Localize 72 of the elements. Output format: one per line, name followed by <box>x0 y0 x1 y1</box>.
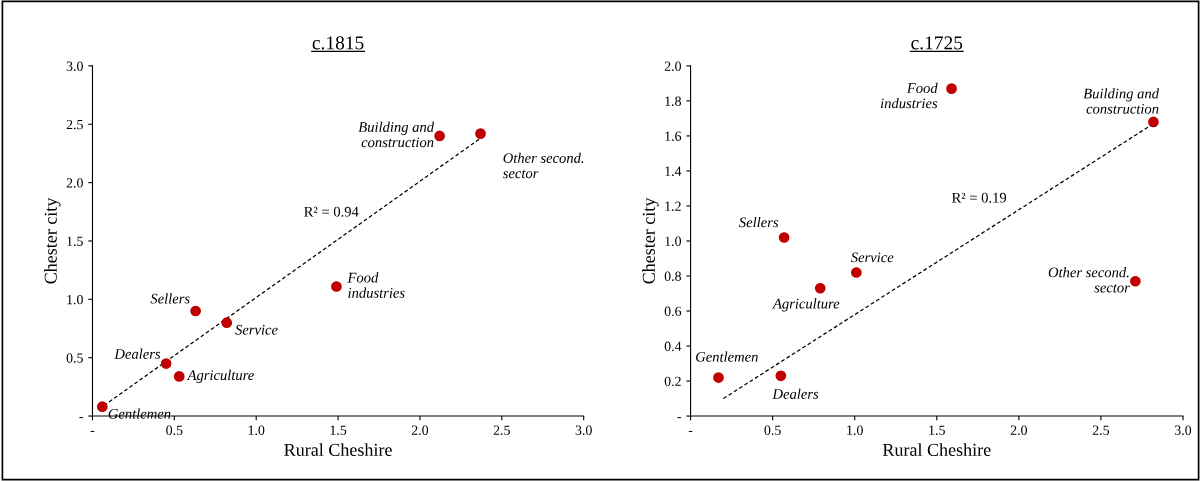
y-tick-label: - <box>79 417 83 419</box>
x-tick-label: 1.0 <box>248 425 265 435</box>
x-axis-title: Rural Cheshire <box>882 443 991 456</box>
annotation: Agriculture <box>772 298 840 312</box>
y-tick-label: 1.2 <box>665 201 681 211</box>
point <box>1148 116 1159 128</box>
y-tick-label: - <box>677 417 682 419</box>
annotation: R² = 0.19 <box>951 192 1007 203</box>
annotation: Agriculture <box>186 369 254 383</box>
x-tick-label: 0.5 <box>764 425 781 435</box>
y-tick-label: 1.0 <box>665 236 682 246</box>
y-tick-label: 1.5 <box>67 236 83 246</box>
x-tick-label: 1.5 <box>330 425 347 435</box>
x-tick-label: 1.5 <box>929 425 945 435</box>
point <box>434 130 445 142</box>
point <box>850 267 862 278</box>
annotation: R² = 0.94 <box>304 206 359 217</box>
y-tick-label: 2.0 <box>66 178 83 188</box>
annotation: Sellers <box>739 216 779 228</box>
point <box>221 317 233 329</box>
point <box>1130 275 1141 287</box>
annotation: Other second. sector <box>502 152 584 179</box>
point <box>160 358 172 369</box>
x-tick-label: 2.5 <box>493 425 510 435</box>
y-tick-label: 2.5 <box>66 119 83 130</box>
x-tick-label: - <box>688 430 693 432</box>
y-tick-label: 1.6 <box>665 131 682 141</box>
annotation: Service <box>235 324 278 335</box>
y-tick-label: 2.0 <box>664 61 682 71</box>
x-tick-label: 2.0 <box>1010 425 1027 435</box>
point <box>475 128 486 139</box>
point <box>173 371 185 382</box>
annotation: Food industries <box>880 82 938 109</box>
annotation: Gentlemen <box>696 351 758 362</box>
annotation: Service <box>850 252 894 263</box>
y-tick-label: 0.6 <box>664 306 682 317</box>
y-tick-label: 1.4 <box>665 166 682 176</box>
annotation: Gentlemen <box>108 408 171 419</box>
point <box>946 83 957 95</box>
annotation: Food industries <box>347 272 405 298</box>
x-tick-label: 0.5 <box>166 425 183 435</box>
y-tick-label: 0.2 <box>664 376 681 387</box>
annotation: Sellers <box>150 293 190 304</box>
y-axis-title: Chester city <box>44 197 61 284</box>
chart-title: c.1815 <box>312 36 364 50</box>
point <box>775 370 787 382</box>
point <box>190 305 201 317</box>
point <box>814 282 826 294</box>
y-tick-label: 0.8 <box>664 271 682 282</box>
annotation: Dealers <box>114 348 161 359</box>
annotation: Building and construction <box>358 121 435 148</box>
annotation: Building and construction <box>1083 88 1160 114</box>
point <box>331 281 342 292</box>
x-tick-label: 2.5 <box>1092 425 1110 435</box>
y-axis-title: Chester city <box>642 197 659 284</box>
y-tick-label: 0.4 <box>664 341 682 352</box>
point <box>96 401 108 413</box>
x-tick-label: 2.0 <box>411 425 429 435</box>
point <box>713 372 724 383</box>
x-tick-label: 3.0 <box>575 425 592 435</box>
chart-title: c.1725 <box>911 36 963 50</box>
x-tick-label: 3.0 <box>1174 425 1192 435</box>
x-tick-label: 1.0 <box>847 425 863 435</box>
y-tick-label: 3.0 <box>66 61 83 71</box>
y-tick-label: 1.8 <box>665 96 682 106</box>
y-tick-label: 0.5 <box>66 353 83 363</box>
point <box>778 232 790 243</box>
y-tick-label: 1.0 <box>67 294 83 305</box>
x-tick-label: - <box>90 430 95 432</box>
x-axis-title: Rural Cheshire <box>284 443 392 456</box>
annotation: Dealers <box>772 388 819 399</box>
annotation: Other second. sector <box>1048 267 1130 293</box>
